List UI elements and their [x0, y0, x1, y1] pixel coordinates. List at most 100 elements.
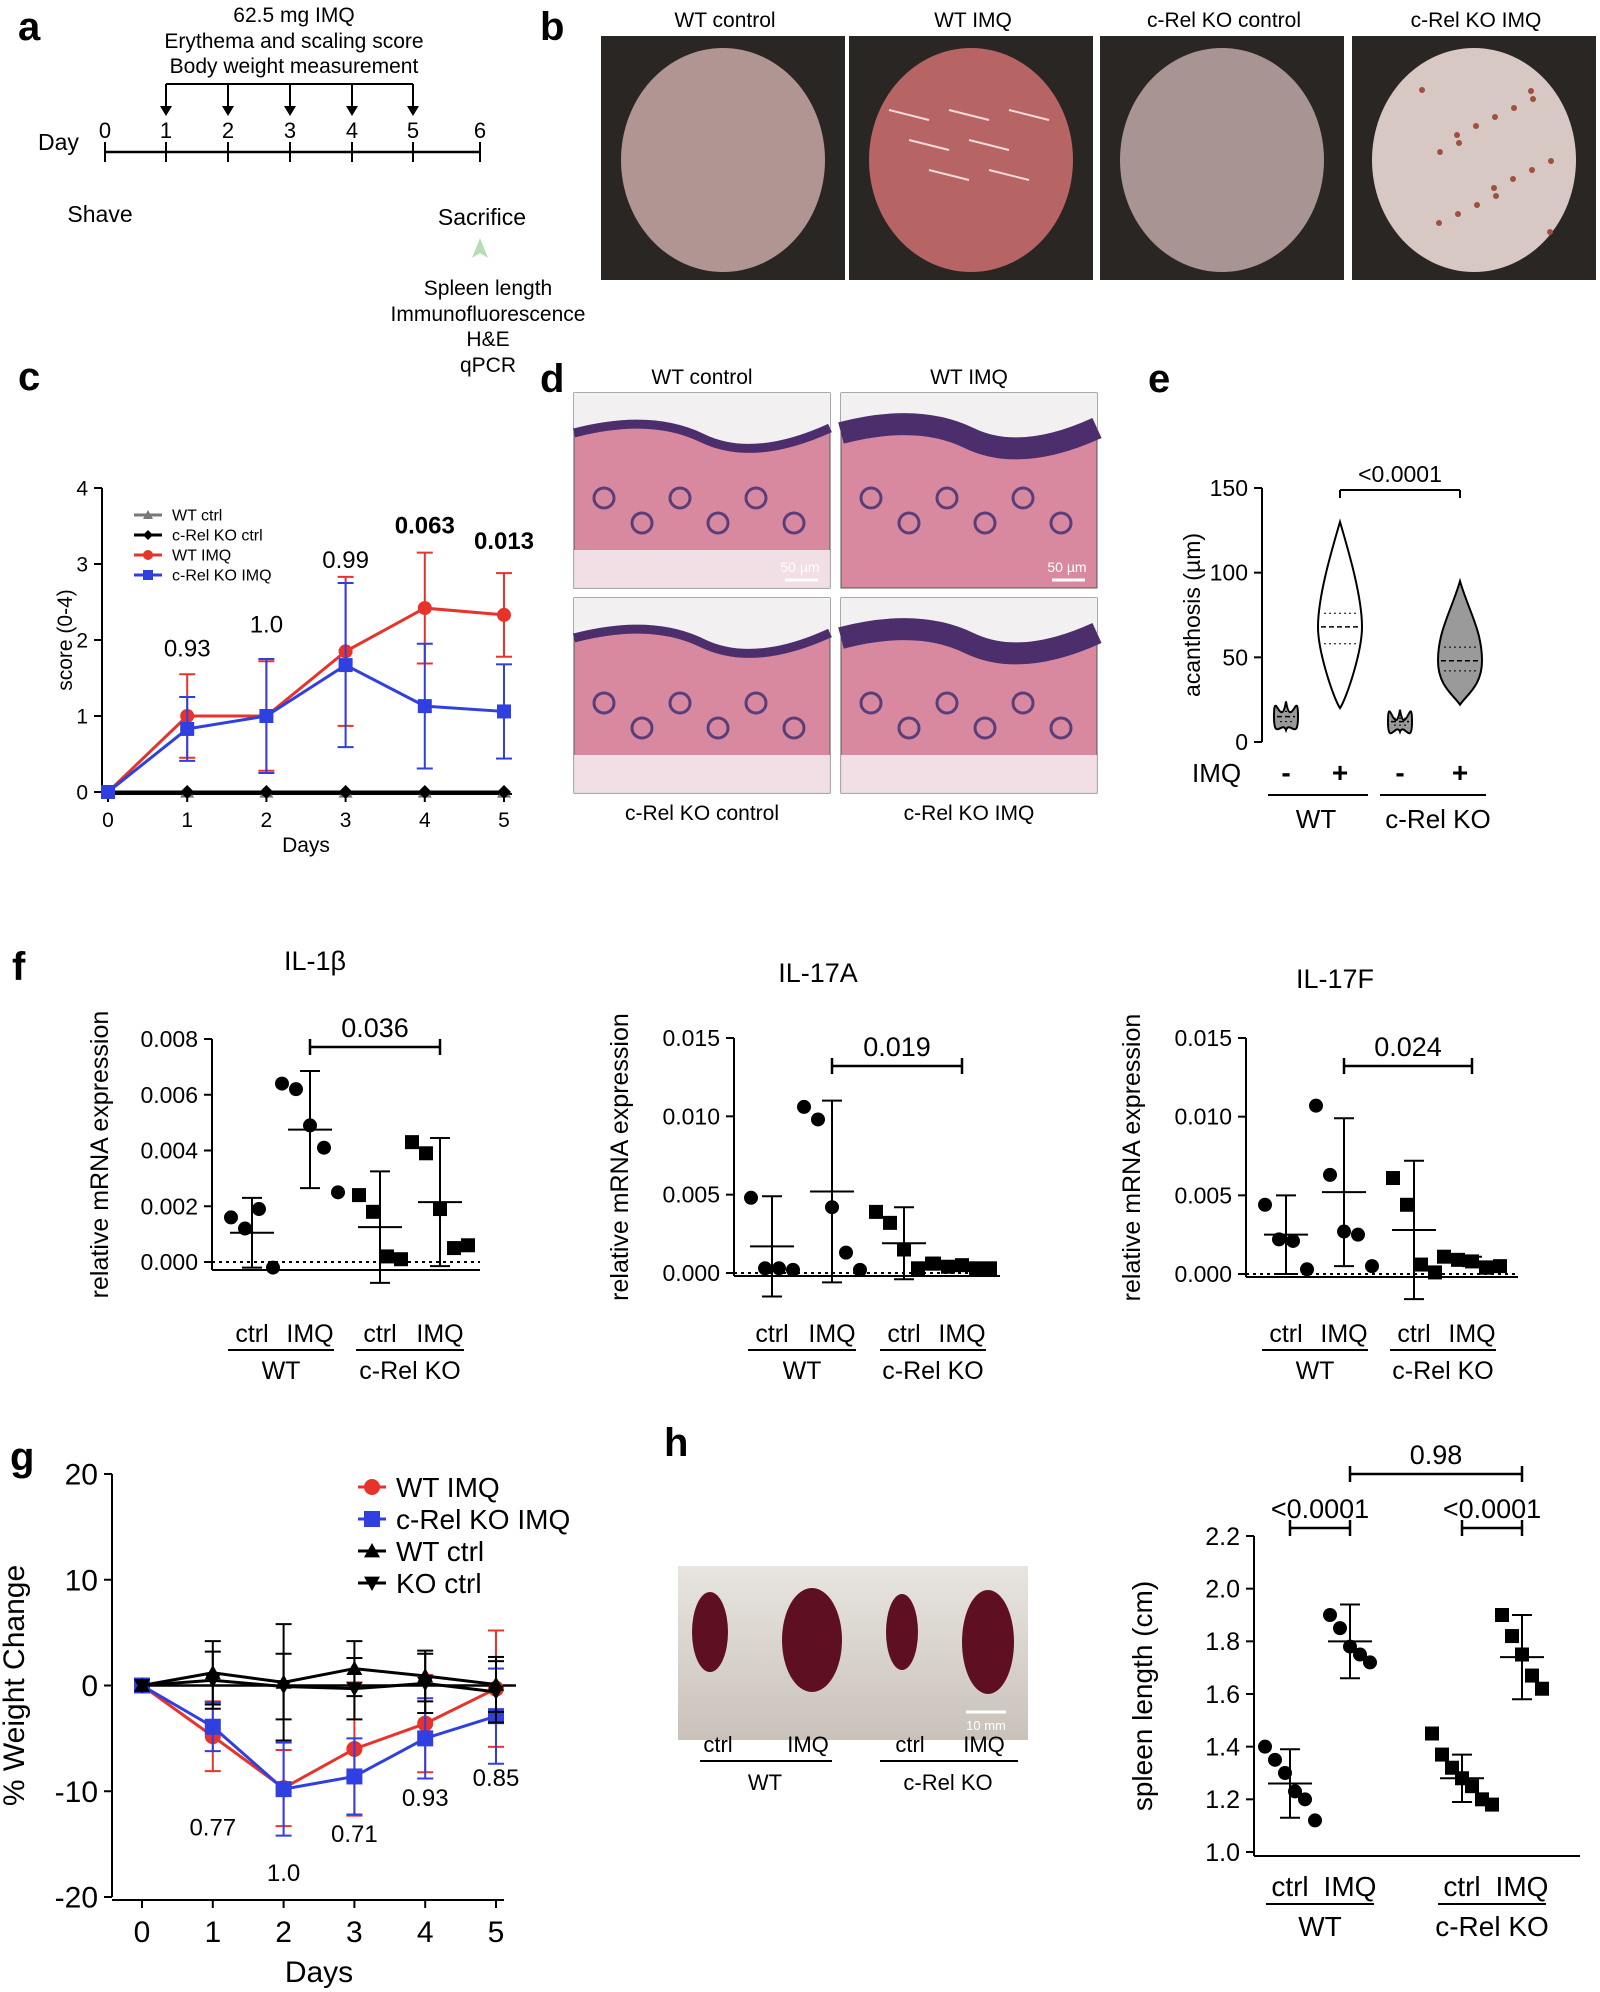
red-spot [1492, 114, 1498, 120]
spleen-sample [886, 1594, 918, 1670]
timeline-header-text: 62.5 mg IMQ [233, 4, 354, 27]
data-point [405, 1135, 419, 1150]
data-point [417, 785, 432, 799]
y-tick-label: 0 [1235, 729, 1248, 755]
data-point [1400, 1197, 1414, 1212]
y-tick-label: 0.002 [140, 1193, 198, 1219]
chart-title: IL-1β [284, 946, 346, 976]
legend-marker [143, 510, 153, 519]
x-tick-label: 3 [346, 1916, 363, 1949]
legend-label: WT ctrl [172, 508, 222, 525]
y-tick-label: 0 [81, 1670, 98, 1703]
group-label: c-Rel KO [903, 1770, 992, 1795]
dose-arrow-head [346, 106, 358, 116]
category-label: IMQ [416, 1320, 463, 1348]
x-tick-label: 5 [498, 809, 510, 832]
data-point [1465, 1254, 1479, 1269]
violin-shape [1316, 518, 1364, 710]
y-tick-label: 100 [1210, 560, 1248, 586]
hair-follicle [1011, 486, 1035, 510]
panel-c-score-chart: c 0 1 2 3 4 0 1 2 3 4 5 Days score (0-4) 0.93 1.0 0.99 0.… [18, 355, 534, 857]
category-label: ctrl [887, 1320, 920, 1348]
data-point [1428, 1265, 1442, 1280]
category-label: ctrl [1271, 1871, 1308, 1902]
data-point [1300, 1262, 1314, 1277]
red-spot [1437, 149, 1443, 155]
scale-streak [908, 139, 950, 151]
data-point [853, 1262, 867, 1277]
group-label: WT [783, 1357, 822, 1385]
panel-label: c [18, 355, 40, 399]
legend-marker [143, 550, 153, 560]
data-point [786, 1262, 800, 1277]
hair-follicle [935, 691, 959, 715]
legend-label: KO ctrl [396, 1568, 482, 1599]
data-point [1493, 1259, 1507, 1274]
category-label: ctrl [1269, 1320, 1302, 1348]
category-label: IMQ [1496, 1871, 1549, 1902]
panel-h-spleen-chart: h 1.0 1.2 1.4 1.6 1.8 2.0 2.2 spleen length (cm)… [664, 1421, 1580, 1942]
p-value-annotation: 0.71 [331, 1821, 378, 1848]
photo-title: c-Rel KO control [1147, 9, 1301, 32]
timeline-day-number: 5 [407, 118, 419, 143]
scale-streak [968, 139, 1010, 151]
y-axis-title: spleen length (cm) [1127, 1581, 1158, 1811]
red-spot [1493, 193, 1499, 199]
data-point [346, 1768, 363, 1785]
y-tick-label: 4 [76, 477, 88, 500]
shaved-skin-area [1372, 48, 1576, 272]
category-label: IMQ [1320, 1320, 1367, 1348]
panel-b-skin-photos: b WT control WT IMQ c-Rel KO control c-Rel K… [540, 5, 1596, 280]
y-tick-label: 20 [65, 1459, 98, 1492]
hair-follicle [630, 716, 654, 740]
red-spot [1473, 123, 1479, 129]
x-tick-label: 3 [340, 809, 352, 832]
legend-marker [364, 1479, 380, 1495]
y-axis-title: relative mRNA expression [86, 1011, 114, 1299]
category-label: ctrl [1397, 1320, 1430, 1348]
data-point [1525, 1668, 1539, 1683]
tissue-surface [841, 393, 1097, 449]
panel-label: e [1148, 357, 1170, 401]
data-point [352, 1188, 366, 1203]
p-value-annotation: 1.0 [250, 611, 283, 638]
data-point [1298, 1792, 1312, 1807]
data-point [1268, 1752, 1282, 1767]
data-point [811, 1112, 825, 1127]
data-point [1272, 1232, 1286, 1247]
data-point [266, 1260, 280, 1275]
imq-sign: + [1332, 757, 1348, 788]
data-point [101, 785, 115, 799]
data-point [955, 1258, 969, 1273]
panel-label: a [18, 5, 41, 49]
y-tick-label: 0.000 [1174, 1261, 1232, 1287]
data-point [897, 1242, 911, 1257]
data-point [1309, 1098, 1323, 1113]
scale-bar-label: 50 µm [780, 559, 819, 575]
shaved-skin-area [1120, 48, 1324, 272]
panel-f-il1b-chart: f IL-1β 0.000 0.002 0.004 0.006 0.008 relative … [12, 945, 480, 1385]
p-value-annotation: <0.0001 [1443, 1494, 1541, 1524]
y-tick-label: 1.8 [1205, 1628, 1240, 1656]
data-point [238, 1221, 252, 1236]
red-spot [1491, 185, 1497, 191]
data-point [1495, 1608, 1509, 1622]
y-tick-label: 0 [76, 781, 88, 804]
data-point [180, 785, 195, 799]
legend-label: WT IMQ [396, 1472, 500, 1503]
x-tick-label: 2 [275, 1916, 292, 1949]
data-point [744, 1190, 758, 1205]
y-tick-label: 0.005 [662, 1182, 720, 1208]
y-tick-label: -20 [55, 1882, 98, 1915]
photo-title: WT control [674, 9, 775, 32]
timeline-day-number: 6 [474, 118, 486, 143]
imq-row-label: IMQ [1192, 758, 1241, 788]
y-tick-label: 2 [76, 629, 88, 652]
hair-follicle [782, 716, 806, 740]
data-point [275, 1680, 292, 1695]
panel-f-il17a-chart: IL-17A 0.000 0.005 0.010 0.015 relative mRNA … [606, 958, 1000, 1385]
category-label: IMQ [286, 1320, 333, 1348]
sample-label: IMQ [787, 1732, 829, 1757]
